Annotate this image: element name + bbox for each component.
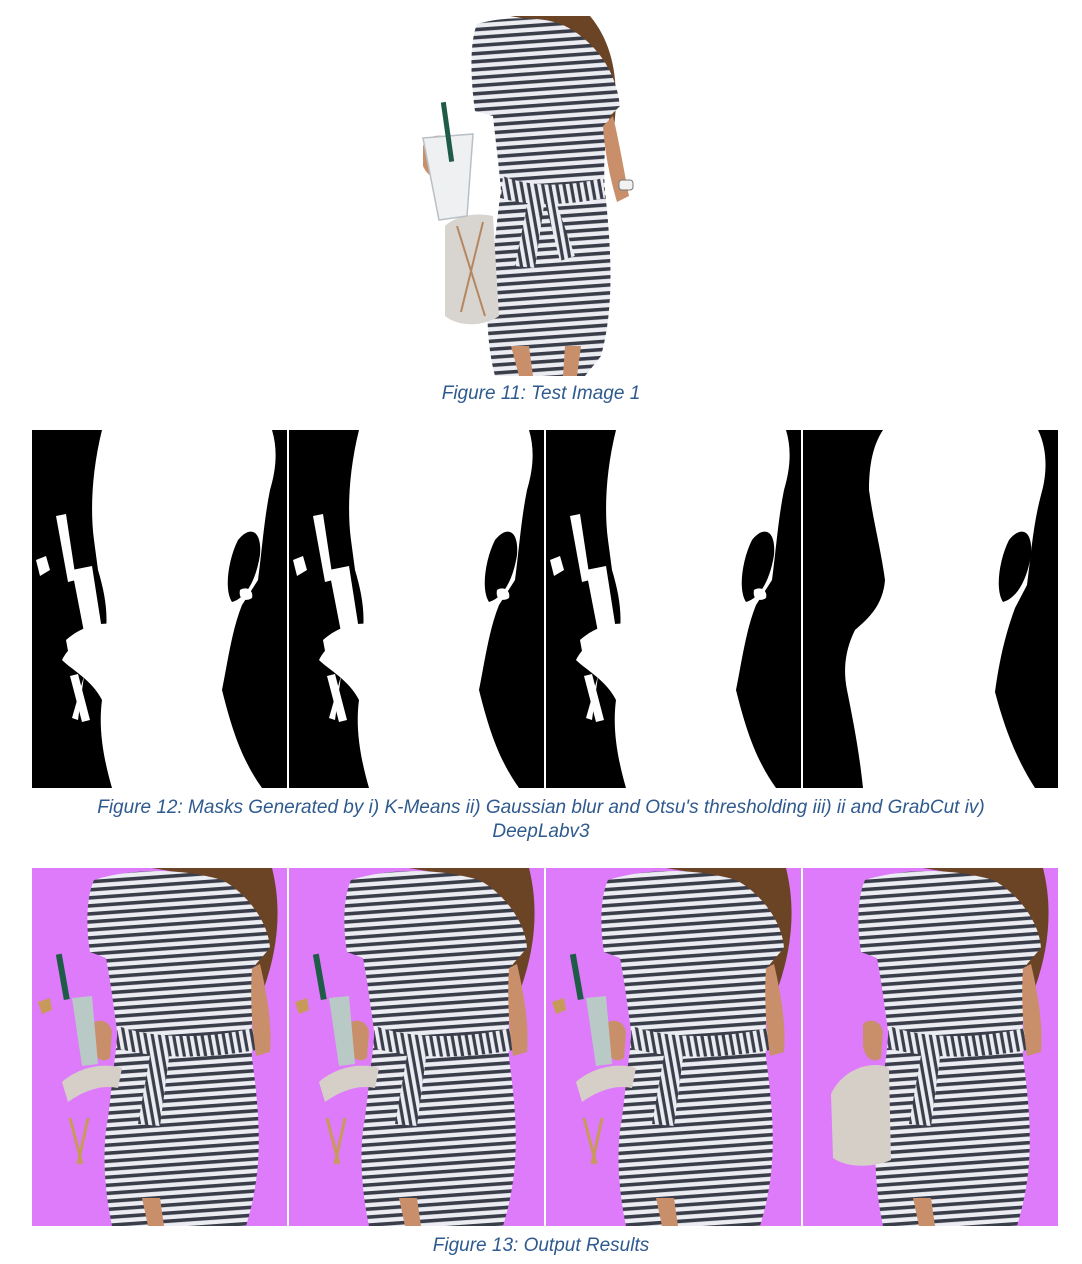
figure-11 (415, 16, 637, 376)
mask-panel-ii (289, 430, 544, 788)
belt (501, 176, 605, 204)
figure-12-caption-line-2: DeepLabv3 (492, 821, 590, 842)
mask-panel-iii (546, 430, 801, 788)
figure-13 (32, 868, 1058, 1228)
figure-12-caption-line-1: Figure 12: Masks Generated by i) K-Means… (97, 797, 985, 818)
straw (440, 101, 455, 162)
output-panel-i (32, 868, 287, 1226)
watch (618, 179, 634, 191)
figure-12 (32, 430, 1058, 790)
output-panel-ii (289, 868, 544, 1226)
output-panel-iv (803, 868, 1058, 1226)
belt-tie (515, 191, 545, 268)
mask-silhouette (319, 430, 533, 788)
mask-silhouette (845, 430, 1046, 788)
mask-panel-iv (803, 430, 1058, 788)
mask-silhouette (576, 430, 790, 788)
mask-silhouette (62, 430, 276, 788)
test-image-photo (415, 16, 637, 376)
mask-panel-i (32, 430, 287, 788)
output-panel-iii (546, 868, 801, 1226)
figure-13-caption: Figure 13: Output Results (432, 1235, 650, 1256)
figure-11-caption: Figure 11: Test Image 1 (441, 383, 641, 404)
cup (422, 133, 474, 221)
belt-tie-2 (543, 194, 575, 261)
